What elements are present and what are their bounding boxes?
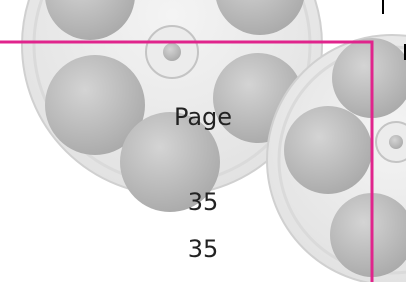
page-number: 35 — [188, 235, 219, 263]
page-corner: Page 35 35 — [0, 0, 406, 282]
page-number: 35 — [188, 188, 219, 216]
page-label: Page — [174, 103, 232, 131]
